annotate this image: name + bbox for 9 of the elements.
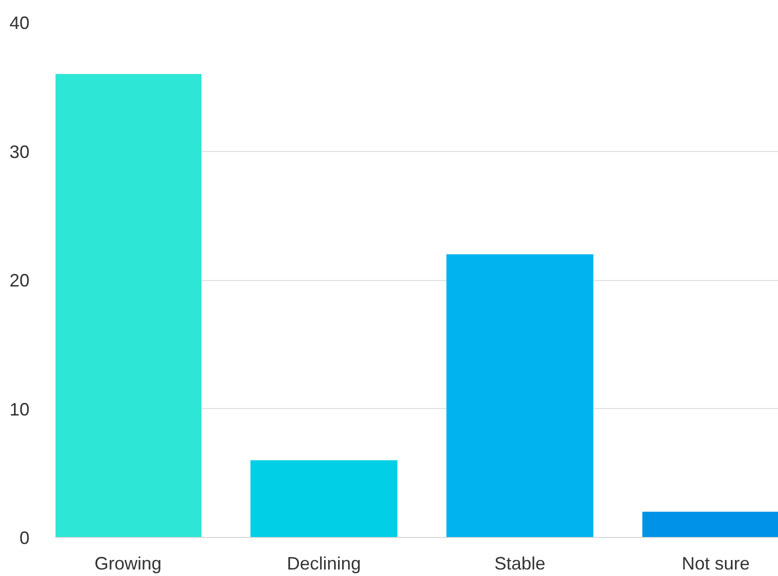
x-tick-label: Declining xyxy=(286,554,361,574)
y-tick-label: 20 xyxy=(9,270,30,290)
x-tick-label: Growing xyxy=(94,554,162,574)
y-tick-label: 0 xyxy=(19,528,30,548)
y-tick-label: 30 xyxy=(9,142,30,162)
y-tick-label: 40 xyxy=(9,13,30,33)
x-tick-label: Not sure xyxy=(682,554,750,574)
y-tick-label: 10 xyxy=(9,399,30,420)
x-tick-label: Stable xyxy=(494,554,546,574)
